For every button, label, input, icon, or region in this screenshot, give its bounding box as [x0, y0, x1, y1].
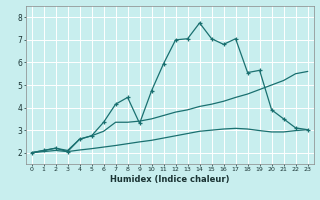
X-axis label: Humidex (Indice chaleur): Humidex (Indice chaleur): [110, 175, 229, 184]
